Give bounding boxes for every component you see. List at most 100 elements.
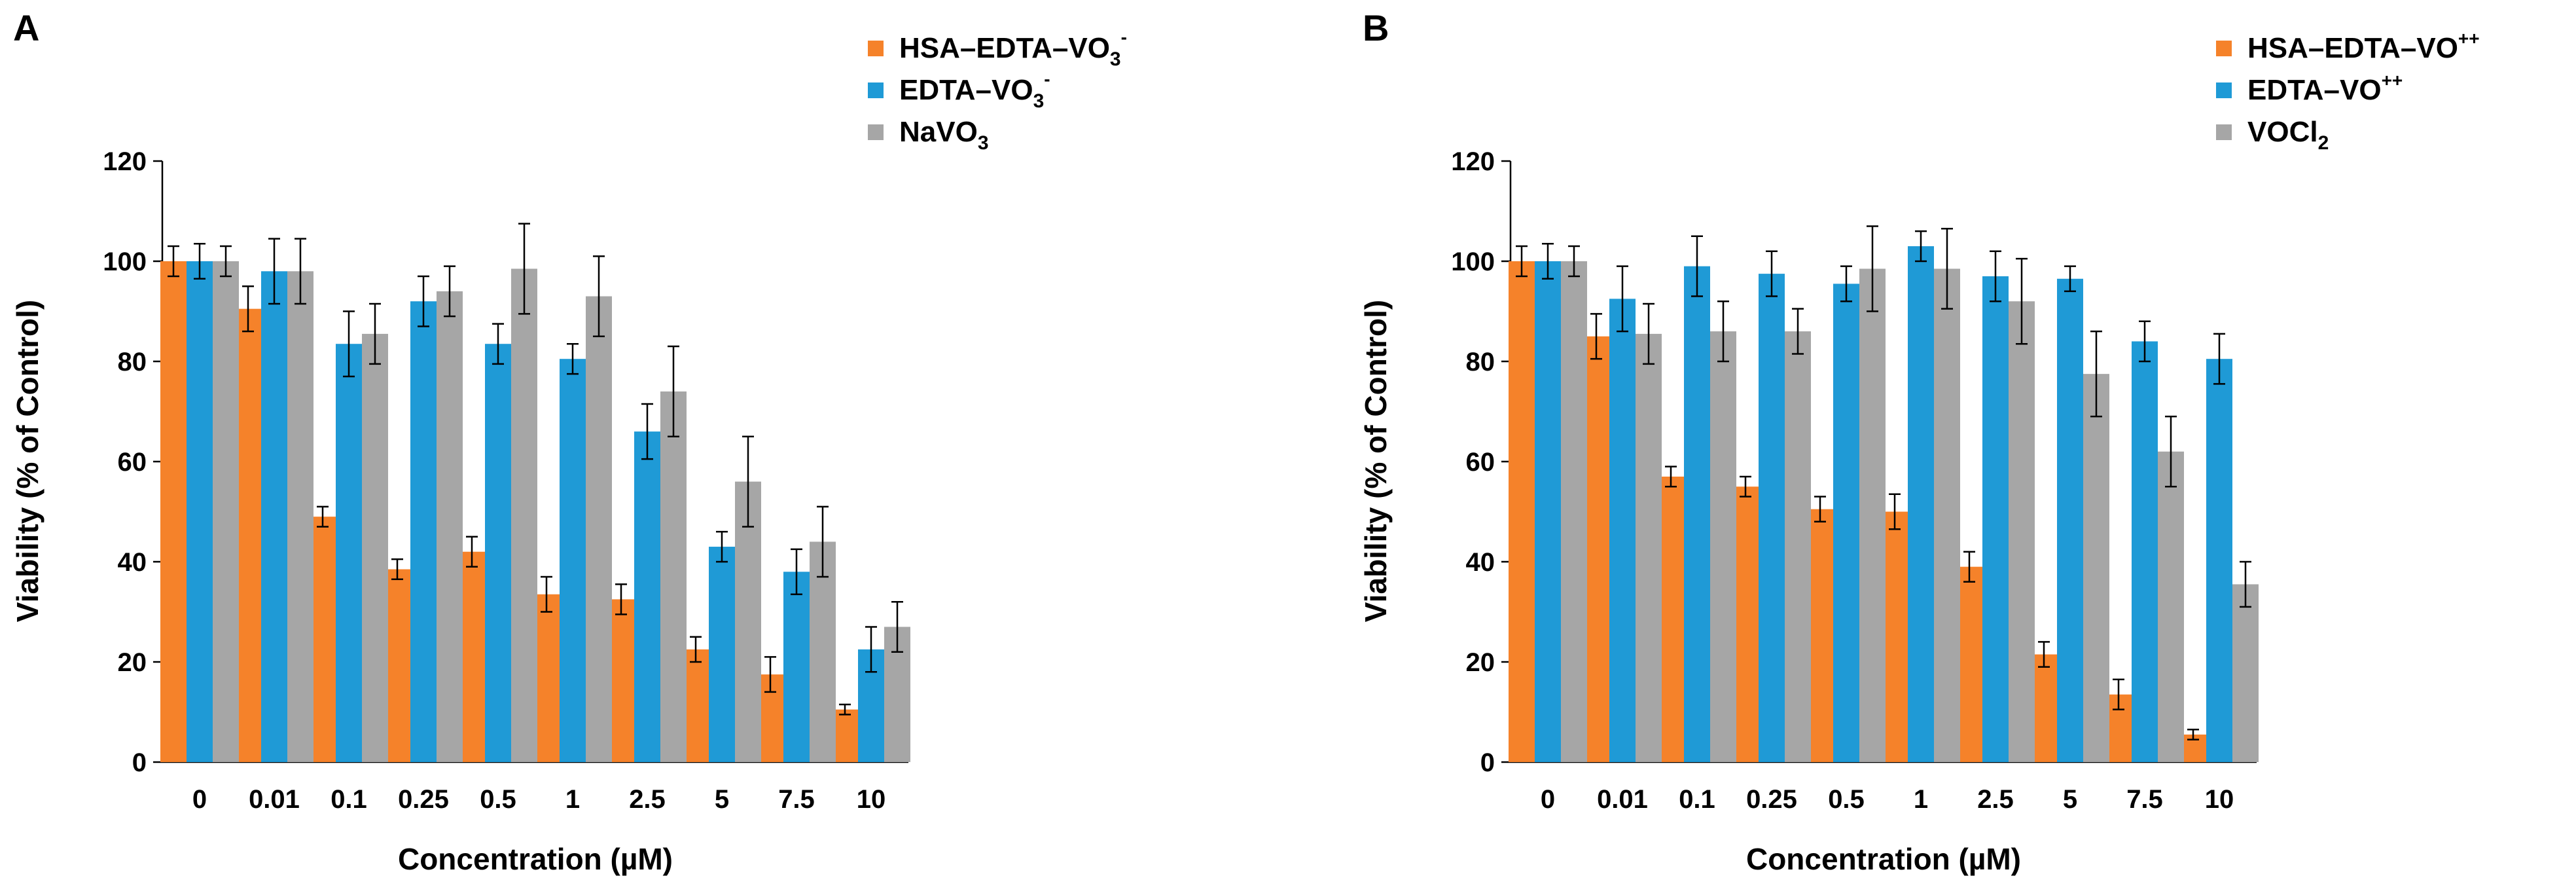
y-tick-label: 20: [118, 648, 147, 677]
x-tick-label: 0.1: [1679, 785, 1715, 814]
x-tick-label: 7.5: [778, 785, 815, 814]
bar: [437, 291, 463, 762]
bar: [160, 261, 187, 762]
y-tick-label: 120: [103, 147, 147, 176]
x-tick-label: 0.25: [398, 785, 449, 814]
bar: [2232, 584, 2259, 762]
legend-label-main: VOCl: [2247, 116, 2318, 148]
legend-label-main: HSA–EDTA–VO: [899, 32, 1110, 64]
y-tick-label: 60: [118, 448, 147, 477]
plot-area: 0 20 40 60 80 100 120 0 0.01 0.1 0.25 0.5 1 2.5 5 7.5 10: [103, 147, 910, 814]
bar: [783, 572, 810, 762]
y-tick-label: 40: [118, 548, 147, 577]
bar: [1535, 261, 1561, 762]
x-tick-label: 10: [2205, 785, 2234, 814]
x-tick-label: 7.5: [2126, 785, 2163, 814]
legend-label: HSA–EDTA–VO++: [2247, 28, 2480, 64]
bar: [1609, 299, 1636, 762]
x-axis-label: Concentration (µM): [1746, 842, 2021, 876]
bar: [1759, 274, 1785, 762]
x-tick-label: 10: [857, 785, 886, 814]
legend-label: EDTA–VO3-: [899, 69, 1050, 112]
panel-letter: A: [13, 7, 39, 48]
legend-label-subscript: 3: [1033, 90, 1045, 112]
legend-label: NaVO3: [899, 116, 989, 154]
legend: HSA–EDTA–VO3-EDTA–VO3-NaVO3: [868, 27, 1127, 154]
y-tick-label: 60: [1466, 448, 1495, 477]
bar: [187, 261, 213, 762]
bar: [1859, 268, 1886, 763]
legend-swatch: [868, 82, 884, 98]
bar: [683, 649, 709, 762]
bar: [735, 481, 761, 762]
bar: [1882, 511, 1908, 762]
x-tick-label: 2.5: [629, 785, 666, 814]
y-tick-label: 0: [1480, 748, 1495, 777]
bar: [1710, 331, 1736, 763]
legend-swatch: [2216, 124, 2232, 140]
bar: [2009, 301, 2035, 762]
bar: [1982, 276, 2009, 762]
legend-swatch: [868, 41, 884, 56]
bar: [287, 271, 313, 762]
legend-swatch: [2216, 82, 2232, 98]
bar: [1561, 261, 1587, 762]
bar: [709, 547, 735, 762]
x-tick-label: 5: [2063, 785, 2077, 814]
bar: [608, 599, 634, 762]
bar: [485, 344, 511, 762]
bar: [1636, 333, 1662, 762]
bar: [586, 296, 612, 762]
bar: [384, 569, 410, 762]
legend-swatch: [868, 124, 884, 140]
x-tick-label: 2.5: [1977, 785, 2014, 814]
panel-a: A 0 20 40 60 80 100 120 0 0.01 0.1 0.25 0.5 1 2.5 5 7.5…: [10, 7, 1127, 876]
x-tick-label: 0: [192, 785, 207, 814]
bar: [336, 344, 362, 762]
bar: [459, 551, 485, 762]
bar: [560, 359, 586, 762]
y-tick-label: 100: [1451, 247, 1495, 276]
legend-label: HSA–EDTA–VO3-: [899, 27, 1127, 70]
x-tick-label: 0: [1541, 785, 1555, 814]
bar: [1807, 509, 1833, 762]
bar: [1908, 246, 1934, 762]
x-tick-label: 0.01: [249, 785, 300, 814]
legend-label-main: EDTA–VO: [2247, 74, 2382, 106]
bar: [660, 391, 687, 762]
legend-swatch: [2216, 41, 2232, 56]
bar: [832, 709, 858, 762]
bar: [1658, 476, 1684, 762]
bar: [511, 268, 537, 763]
y-tick-label: 80: [1466, 348, 1495, 376]
panel-b: B 0 20 40 60 80 100 120 0 0.01 0.1 0.25 0.5 1 2.5 5 7.5…: [1359, 7, 2480, 876]
bar: [213, 261, 239, 762]
legend-label-subscript: 3: [978, 132, 989, 154]
x-tick-label: 0.01: [1597, 785, 1648, 814]
legend-label-subscript: 2: [2318, 132, 2329, 154]
bar: [1833, 283, 1859, 762]
y-tick-label: 80: [118, 348, 147, 376]
legend-label-main: NaVO: [899, 116, 978, 148]
bar: [1934, 268, 1960, 763]
legend-label-superscript: -: [1044, 69, 1050, 89]
bar: [410, 301, 437, 762]
bar: [1732, 486, 1759, 762]
y-axis-label: Viability (% of Control): [10, 300, 45, 622]
bar: [1583, 336, 1609, 762]
bar: [2206, 359, 2232, 762]
legend-label-superscript: ++: [2382, 70, 2403, 90]
panel-letter: B: [1363, 7, 1389, 48]
bar: [533, 594, 560, 762]
bar: [2057, 278, 2083, 762]
x-tick-label: 0.25: [1746, 785, 1797, 814]
bar: [1785, 331, 1811, 763]
legend-label-subscript: 3: [1110, 48, 1121, 70]
y-tick-label: 120: [1451, 147, 1495, 176]
x-tick-label: 0.5: [1828, 785, 1865, 814]
y-axis-label: Viability (% of Control): [1359, 300, 1393, 622]
bar: [1684, 266, 1710, 762]
legend-label-superscript: ++: [2458, 28, 2480, 48]
bar: [2083, 374, 2109, 762]
